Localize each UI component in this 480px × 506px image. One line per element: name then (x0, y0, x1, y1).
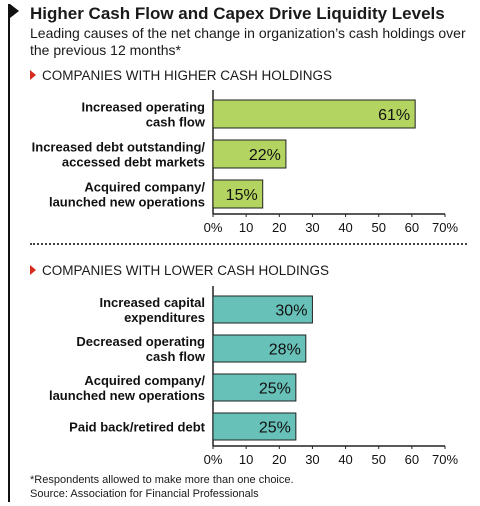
x-tick-label: 30 (305, 452, 319, 466)
x-tick-label: 50 (371, 452, 385, 466)
x-tick-label: 20 (272, 220, 286, 235)
bar (212, 99, 416, 129)
section-heading-lower: COMPANIES WITH LOWER CASH HOLDINGS (30, 263, 329, 278)
footnote: *Respondents allowed to make more than o… (30, 474, 294, 486)
category-label: Increased operating (81, 100, 205, 115)
category-label: launched new operations (49, 195, 205, 210)
x-tick-label: 30 (305, 220, 319, 235)
bar (212, 412, 297, 441)
x-tick-label: 60 (405, 452, 419, 466)
data-label: 28% (269, 342, 301, 359)
bar (212, 295, 313, 324)
data-label: 15% (226, 187, 258, 204)
category-label: accessed debt markets (62, 155, 205, 170)
x-tick-label: 10 (239, 452, 253, 466)
flag-pole (8, 4, 10, 502)
x-tick-label: 50 (371, 220, 385, 235)
x-tick-label: 40 (338, 452, 352, 466)
category-label: launched new operations (49, 388, 205, 403)
data-label: 25% (259, 381, 291, 398)
source-note: Source: Association for Financial Profes… (30, 488, 259, 500)
x-tick-label: 0% (204, 220, 223, 235)
chart-title: Higher Cash Flow and Capex Drive Liquidi… (30, 4, 445, 23)
chart-subtitle: Leading causes of the net change in orga… (30, 25, 466, 58)
bar (212, 139, 287, 169)
x-tick-label: 20 (272, 452, 286, 466)
category-label: Acquired company/ (84, 180, 205, 195)
category-label: Acquired company/ (84, 373, 205, 388)
section-heading-higher-label: COMPANIES WITH HIGHER CASH HOLDINGS (42, 68, 333, 83)
data-label: 22% (249, 147, 281, 164)
bar (212, 373, 297, 402)
category-label: Increased debt outstanding/ (32, 140, 206, 155)
x-tick-label: 0% (204, 452, 223, 466)
category-label: expenditures (124, 310, 205, 325)
section-heading-higher: COMPANIES WITH HIGHER CASH HOLDINGS (30, 68, 332, 83)
category-label: cash flow (146, 349, 206, 364)
x-tick-label: 10 (239, 220, 253, 235)
bar (212, 179, 264, 209)
section-heading-lower-label: COMPANIES WITH LOWER CASH HOLDINGS (42, 263, 330, 278)
data-label: 25% (259, 420, 291, 437)
triangle-marker-icon (30, 70, 36, 80)
x-tick-label: 40 (338, 220, 352, 235)
data-label: 61% (378, 107, 410, 124)
flag-icon (10, 4, 19, 18)
category-label: cash flow (146, 115, 206, 130)
section-divider (30, 243, 467, 245)
x-tick-label: 60 (405, 220, 419, 235)
category-label: Decreased operating (76, 334, 205, 349)
category-label: Increased capital (100, 295, 206, 310)
data-label: 30% (275, 303, 307, 320)
bar (212, 334, 307, 363)
x-tick-label: 70% (432, 220, 458, 235)
category-label: Paid back/retired debt (69, 420, 205, 435)
x-tick-label: 70% (432, 452, 458, 466)
triangle-marker-icon (30, 265, 36, 275)
